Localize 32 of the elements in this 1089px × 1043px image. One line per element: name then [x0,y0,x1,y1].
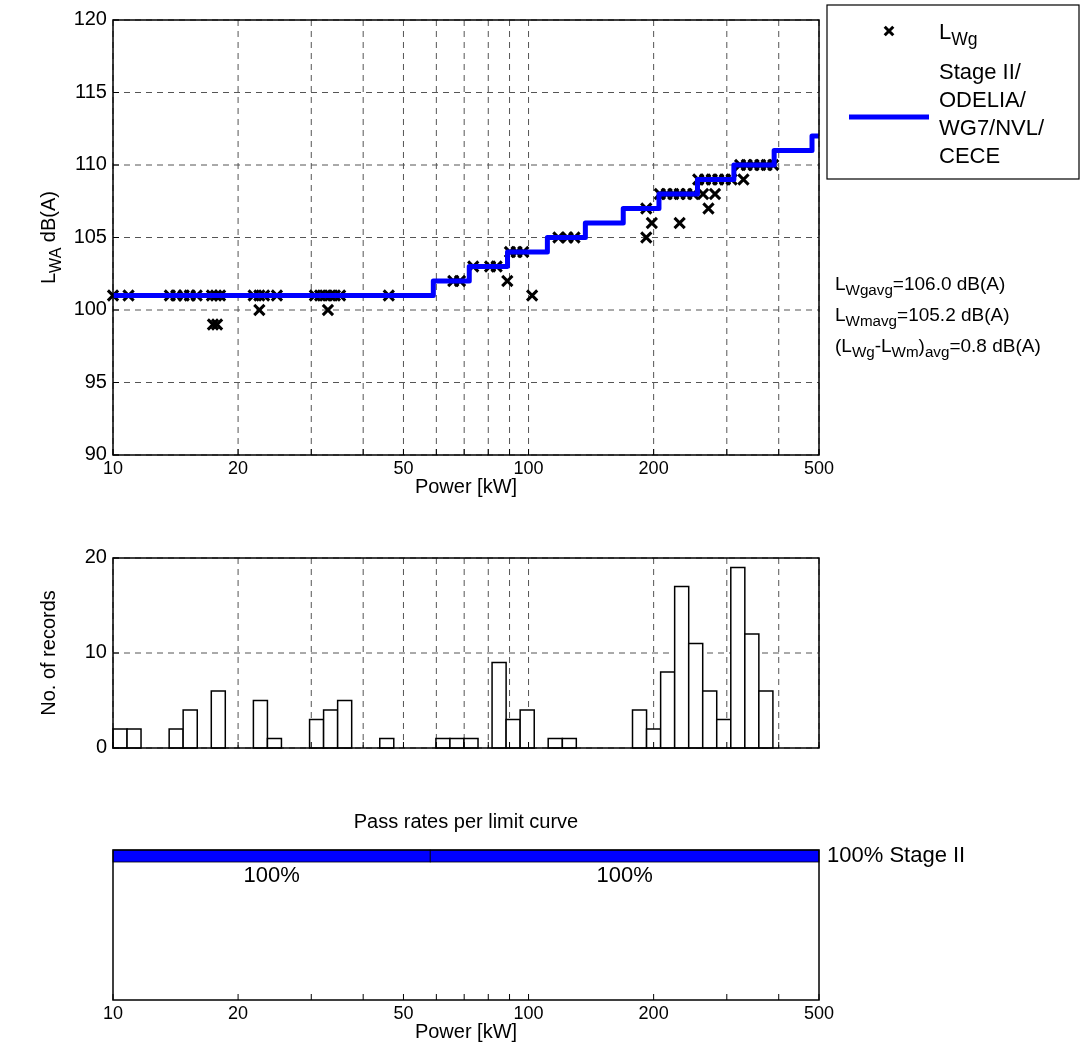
y-tick-label: 105 [73,224,107,247]
y-tick-label: 120 [73,7,107,30]
annotation: 100% [243,862,300,887]
x-axis-title: Power [kW] [414,1020,518,1042]
x-tick-label: 50 [393,1003,414,1023]
legend-label: Stage II/ODELIA/WG7/NVL/CECE [939,59,1046,168]
x-tick-label: 500 [803,1003,835,1023]
x-tick-label: 200 [638,458,669,478]
y-tick-label: 100 [73,297,107,320]
y-tick-label: 100% Stage II [827,841,966,867]
text: (L$_{Wg}$-L$_{Wm}$)$_{avg}$=0.8 dB(A) [835,335,1041,361]
x-tick-label: 20 [228,458,249,478]
x-tick-label: 20 [228,1003,249,1023]
x-tick-label: 100 [513,1003,544,1023]
x-axis-title: Power [kW] [414,475,518,497]
y-tick-label: 20 [84,545,107,568]
y-tick-label: 95 [84,369,107,392]
y-tick-label: 10 [84,640,107,663]
y-axis-title: No. of records [37,590,59,716]
y-tick-label: 0 [95,735,107,758]
y-tick-label: 110 [75,152,107,175]
x-tick-label: 200 [638,1003,669,1023]
text: L$_{Wgavg}$=106.0 dB(A) [835,273,1006,299]
y-tick-label: 115 [75,79,107,102]
annotation: 100% [596,862,653,887]
text: L$_{Wmavg}$=105.2 dB(A) [835,304,1010,330]
x-tick-label: 50 [393,458,414,478]
legend-label: L$_{Wg}$ [939,19,978,50]
x-tick-label: 500 [803,458,835,478]
x-tick-label: 100 [513,458,544,478]
x-tick-label: 10 [102,1003,124,1023]
chart-title: Pass rates per limit curve [353,810,579,832]
